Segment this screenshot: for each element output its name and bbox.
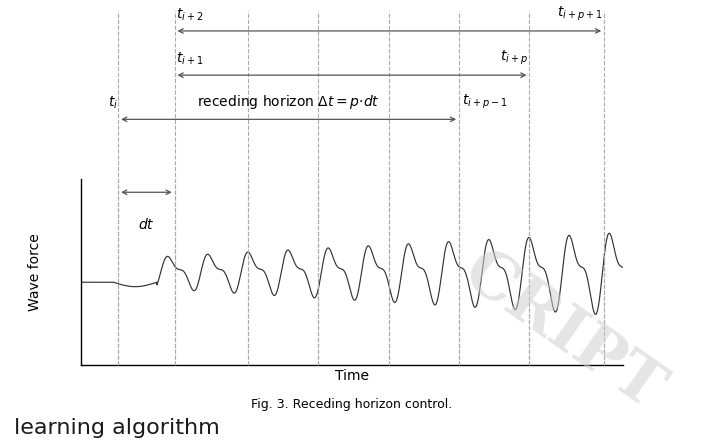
Text: $t_{i+p-1}$: $t_{i+p-1}$	[462, 93, 507, 111]
Text: receding horizon $\Delta t = p{\cdot}dt$: receding horizon $\Delta t = p{\cdot}dt$	[197, 93, 380, 111]
Text: CRIPT: CRIPT	[452, 241, 674, 422]
Text: $t_{i+1}$: $t_{i+1}$	[176, 51, 203, 67]
Text: learning algorithm: learning algorithm	[14, 419, 220, 438]
Text: $t_{i+p+1}$: $t_{i+p+1}$	[558, 5, 603, 23]
Text: Wave force: Wave force	[28, 233, 42, 311]
Text: $t_{i+p}$: $t_{i+p}$	[500, 49, 528, 67]
Text: $t_{i}$: $t_{i}$	[108, 95, 118, 111]
X-axis label: Time: Time	[335, 369, 369, 383]
Text: Fig. 3. Receding horizon control.: Fig. 3. Receding horizon control.	[251, 398, 453, 411]
Text: $t_{i+2}$: $t_{i+2}$	[176, 7, 203, 23]
Text: $dt$: $dt$	[138, 217, 155, 232]
